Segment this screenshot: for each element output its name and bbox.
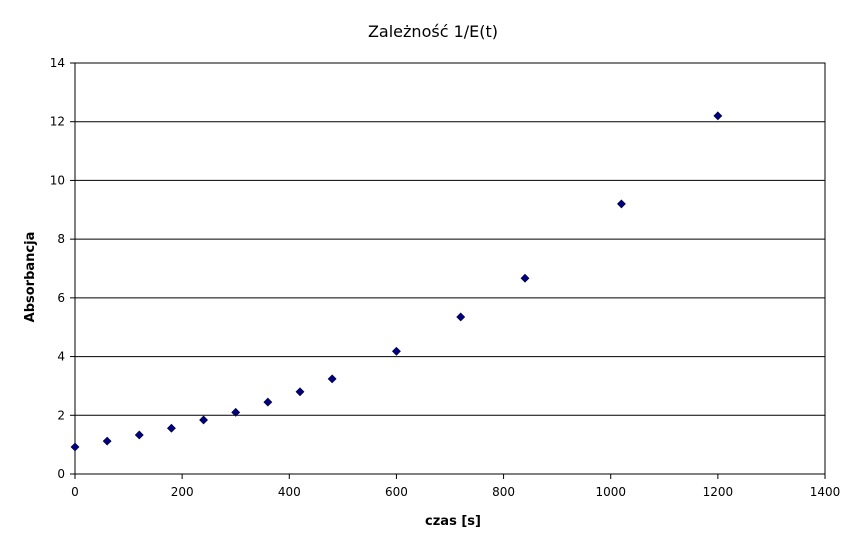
data-point bbox=[263, 397, 273, 407]
data-point bbox=[713, 111, 723, 121]
x-tick-label: 1000 bbox=[595, 485, 626, 499]
y-tick-label: 10 bbox=[50, 173, 65, 187]
y-tick-label: 2 bbox=[57, 408, 65, 422]
data-point bbox=[520, 273, 530, 283]
data-point bbox=[231, 407, 241, 417]
x-tick-label: 1400 bbox=[810, 485, 841, 499]
chart-title: Zależność 1/E(t) bbox=[368, 22, 498, 41]
plot-area bbox=[74, 62, 826, 475]
x-tick-label: 0 bbox=[71, 485, 79, 499]
data-point bbox=[167, 423, 176, 433]
y-tick-label: 0 bbox=[57, 467, 65, 481]
data-point bbox=[456, 312, 466, 322]
y-tick-label: 14 bbox=[50, 56, 65, 70]
data-points bbox=[70, 111, 723, 452]
y-tick-label: 4 bbox=[57, 350, 65, 364]
x-tick-label: 200 bbox=[171, 485, 194, 499]
x-tick-label: 400 bbox=[278, 485, 301, 499]
x-tick-label: 1200 bbox=[703, 485, 734, 499]
data-point bbox=[327, 374, 337, 384]
x-axis-label: czas [s] bbox=[425, 514, 481, 529]
data-point bbox=[295, 387, 305, 397]
y-tick-label: 6 bbox=[57, 291, 65, 305]
data-point bbox=[392, 346, 401, 356]
y-axis-label: Absorbancja bbox=[23, 232, 38, 323]
x-tick-label: 800 bbox=[492, 485, 515, 499]
data-point bbox=[134, 430, 144, 440]
data-point bbox=[102, 436, 112, 446]
y-tick-label: 8 bbox=[57, 232, 65, 246]
data-point bbox=[617, 199, 626, 209]
data-point bbox=[70, 442, 80, 452]
grid-lines bbox=[75, 121, 825, 416]
axis-ticks: 0 2 4 6 8 10 12 14 0 200 400 600 800 1000 1200 1400 bbox=[50, 56, 841, 499]
data-point bbox=[199, 415, 208, 425]
y-tick-label: 12 bbox=[50, 115, 65, 129]
x-tick-label: 600 bbox=[385, 485, 408, 499]
